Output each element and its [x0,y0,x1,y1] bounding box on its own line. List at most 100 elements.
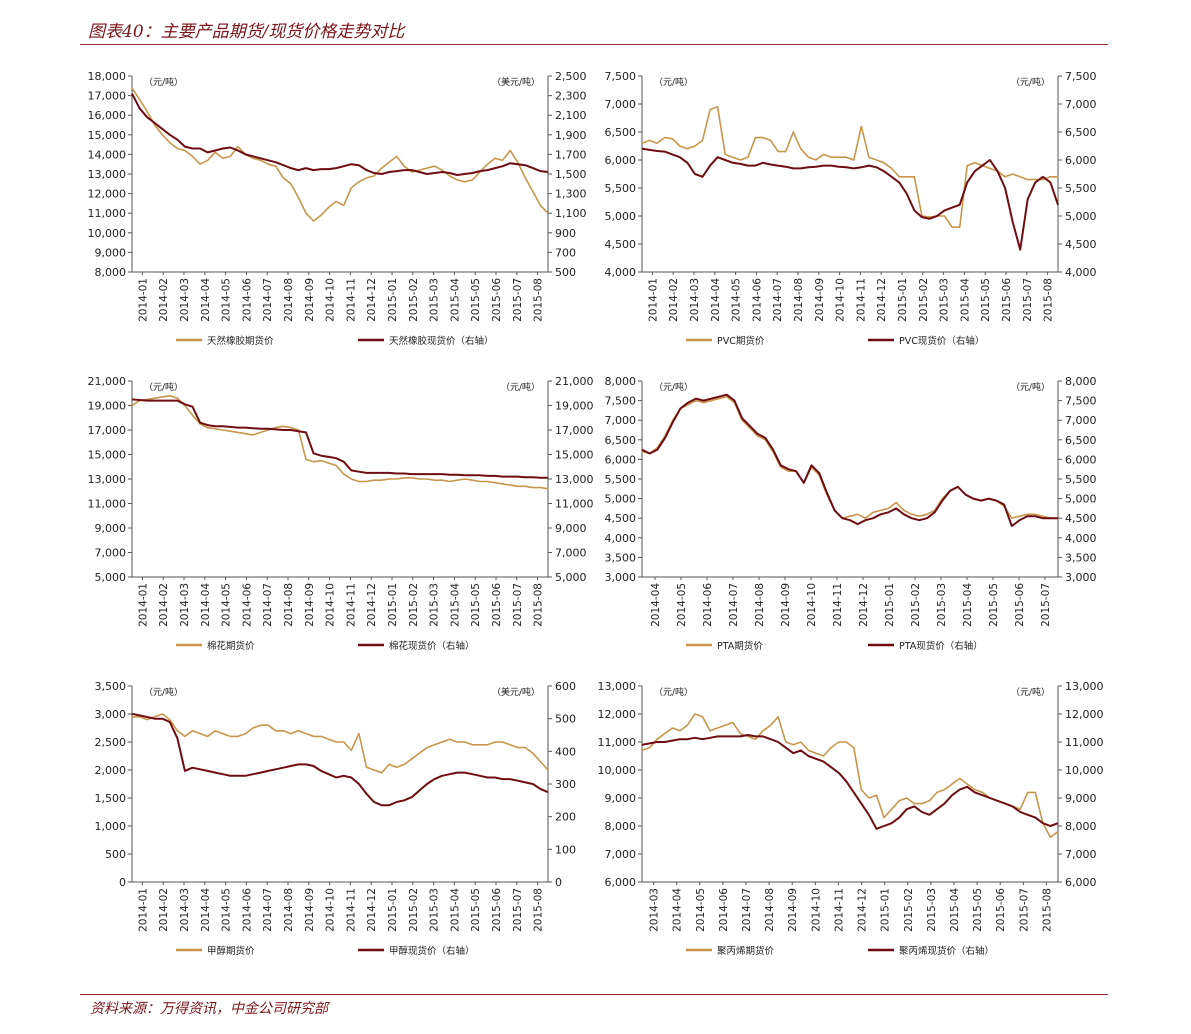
left-unit-label: （元/吨） [654,381,693,393]
x-tick-label: 2014-10 [325,583,337,627]
left-tick-label: 3,500 [95,680,127,693]
x-tick-label: 2015-08 [533,888,545,932]
x-tick-label: 2014-03 [649,888,661,932]
right-tick-label: 1,900 [555,129,587,142]
x-tick-label: 2014-01 [137,888,149,932]
left-unit-label: （元/吨） [144,381,183,393]
left-tick-label: 9,000 [605,792,637,805]
left-tick-label: 6,000 [605,453,637,466]
x-tick-label: 2014-09 [787,888,799,932]
x-tick-label: 2015-06 [995,888,1007,932]
left-tick-label: 10,000 [598,764,637,777]
right-tick-label: 100 [555,843,576,856]
right-tick-label: 7,000 [1065,848,1097,861]
x-tick-label: 2014-05 [221,583,233,627]
right-tick-label: 10,000 [1065,764,1104,777]
source-divider [80,994,1108,995]
left-tick-label: 7,500 [605,70,637,83]
x-tick-label: 2015-04 [449,888,461,932]
x-tick-label: 2015-01 [897,278,909,322]
x-tick-label: 2014-07 [728,583,740,627]
x-tick-label: 2014-10 [325,888,337,932]
x-tick-label: 2015-04 [959,278,971,322]
right-tick-label: 2,100 [555,109,587,122]
x-tick-label: 2015-01 [884,583,896,627]
x-tick-label: 2014-12 [366,888,378,932]
x-tick-label: 2015-05 [972,888,984,932]
right-tick-label: 300 [555,778,576,791]
x-tick-label: 2014-12 [366,583,378,627]
left-tick-label: 4,000 [605,266,637,279]
x-tick-label: 2015-04 [449,583,461,627]
right-tick-label: 2,300 [555,90,587,103]
left-unit-label: （元/吨） [654,686,693,698]
x-tick-label: 2015-03 [939,278,951,322]
left-tick-label: 3,500 [605,551,637,564]
left-tick-label: 7,000 [605,98,637,111]
right-tick-label: 4,000 [1065,532,1097,545]
legend-label-futures: PVC期货价 [717,335,765,347]
x-tick-label: 2015-05 [470,888,482,932]
series-line-spot [641,147,1059,251]
left-tick-label: 9,000 [95,522,127,535]
x-tick-label: 2014-06 [241,583,253,627]
right-tick-label: 13,000 [1065,680,1104,693]
series-line-futures [132,713,549,774]
right-tick-label: 9,000 [1065,792,1097,805]
series-line-futures [131,394,549,490]
left-tick-label: 4,500 [605,238,637,251]
right-tick-label: 8,000 [1065,820,1097,833]
x-tick-label: 2014-07 [741,888,753,932]
right-tick-label: 6,000 [1065,154,1097,167]
x-tick-label: 2014-09 [304,888,316,932]
series-line-futures [131,87,549,222]
legend-label-futures: PTA期货价 [717,640,763,652]
right-tick-label: 1,500 [555,168,587,181]
left-tick-label: 3,000 [605,571,637,584]
x-tick-label: 2014-06 [241,278,253,322]
x-tick-label: 2015-02 [903,888,915,932]
x-tick-label: 2014-11 [855,278,867,322]
x-tick-label: 2014-11 [345,583,357,627]
x-tick-label: 2015-01 [387,888,399,932]
left-tick-label: 18,000 [88,70,127,83]
chart-pta: 3,000 3,500 4,000 4,500 5,000 5,500 6,000 6,500… [605,375,1097,652]
x-tick-label: 2015-05 [470,278,482,322]
x-tick-label: 2014-07 [262,278,274,322]
series-line-spot [641,734,1059,830]
right-tick-label: 13,000 [555,473,594,486]
right-tick-label: 6,000 [1065,876,1097,889]
x-tick-label: 2014-04 [200,888,212,932]
x-tick-label: 2015-08 [1043,278,1055,322]
x-tick-label: 2014-04 [650,583,662,627]
x-tick-label: 2014-03 [689,278,701,322]
right-tick-label: 3,500 [1065,551,1097,564]
x-tick-label: 2015-01 [880,888,892,932]
x-tick-label: 2015-03 [429,278,441,322]
right-tick-label: 19,000 [555,400,594,413]
right-unit-label: （元/吨） [501,381,540,393]
x-tick-label: 2014-03 [179,583,191,627]
right-tick-label: 5,000 [1065,493,1097,506]
right-unit-label: （元/吨） [1011,381,1050,393]
left-tick-label: 8,000 [95,266,127,279]
right-tick-label: 4,500 [1065,238,1097,251]
x-tick-label: 2015-07 [512,888,524,932]
right-tick-label: 11,000 [555,498,594,511]
left-tick-label: 13,000 [598,680,637,693]
left-tick-label: 15,000 [88,129,127,142]
x-tick-label: 2014-09 [814,278,826,322]
right-tick-label: 7,000 [555,547,587,560]
right-tick-label: 1,300 [555,188,587,201]
x-tick-label: 2014-08 [754,583,766,627]
right-tick-label: 0 [555,876,562,889]
x-tick-label: 2014-07 [262,583,274,627]
left-tick-label: 6,000 [605,876,637,889]
x-tick-label: 2014-08 [283,888,295,932]
left-tick-label: 16,000 [88,109,127,122]
left-tick-label: 6,500 [605,434,637,447]
left-tick-label: 14,000 [88,148,127,161]
right-tick-label: 5,500 [1065,182,1097,195]
left-tick-label: 12,000 [598,708,637,721]
x-tick-label: 2015-03 [936,583,948,627]
